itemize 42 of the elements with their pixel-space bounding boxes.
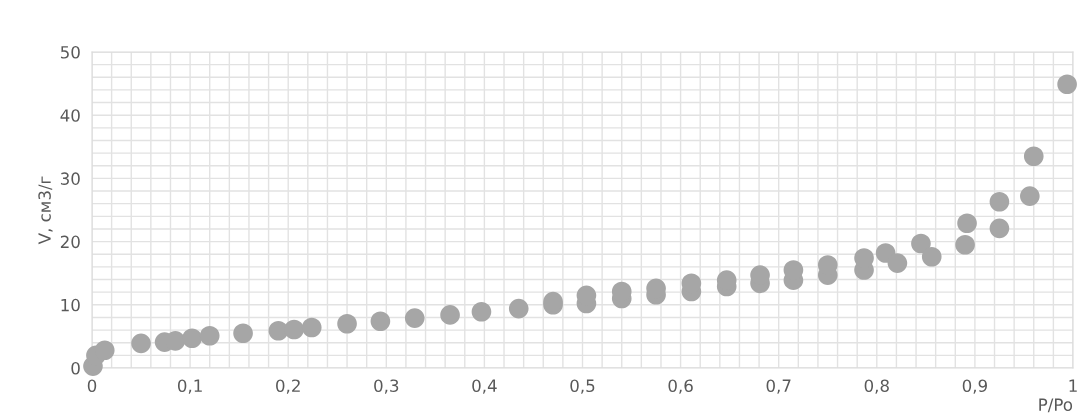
x-tick-label: 0,2 — [276, 379, 300, 394]
point — [989, 191, 1010, 212]
y-tick-label: 30 — [60, 172, 80, 185]
point — [199, 325, 220, 346]
x-tick-label: 0,8 — [864, 379, 889, 394]
x-tick-label: 0,5 — [570, 379, 595, 394]
point — [301, 317, 322, 338]
x-tick-label: 0,6 — [668, 379, 693, 394]
point — [370, 311, 391, 332]
x-tick-label: 0,1 — [177, 379, 202, 394]
point — [921, 246, 942, 267]
x-tick-label: 1 — [1069, 379, 1077, 392]
x-tick-label: 0 — [87, 379, 97, 393]
x-tick-label: 0,9 — [962, 379, 987, 394]
y-tick-label: 40 — [60, 109, 80, 122]
point — [989, 218, 1010, 239]
y-axis-title: V, см3/г — [38, 176, 53, 245]
point — [508, 298, 529, 319]
point — [1057, 74, 1077, 95]
point — [337, 313, 357, 334]
point — [1020, 186, 1040, 206]
point — [911, 233, 931, 254]
point — [440, 305, 460, 325]
point — [233, 323, 253, 344]
y-tick-label: 20 — [60, 235, 80, 249]
point — [94, 340, 115, 361]
y-tick-label: 10 — [61, 298, 80, 312]
x-tick-label: 0,7 — [766, 379, 791, 394]
point — [1023, 146, 1044, 167]
point — [131, 333, 151, 354]
point — [284, 319, 304, 340]
y-tick-label: 50 — [60, 45, 80, 59]
x-tick-label: 0,3 — [374, 379, 399, 394]
point — [887, 253, 908, 273]
x-axis-title: P/Po — [1039, 398, 1073, 413]
point — [957, 213, 977, 234]
point — [182, 328, 202, 349]
point — [955, 234, 975, 255]
point — [404, 308, 425, 328]
y-tick-label: 0 — [71, 361, 80, 375]
x-tick-label: 0,4 — [472, 379, 497, 394]
point — [471, 301, 492, 322]
